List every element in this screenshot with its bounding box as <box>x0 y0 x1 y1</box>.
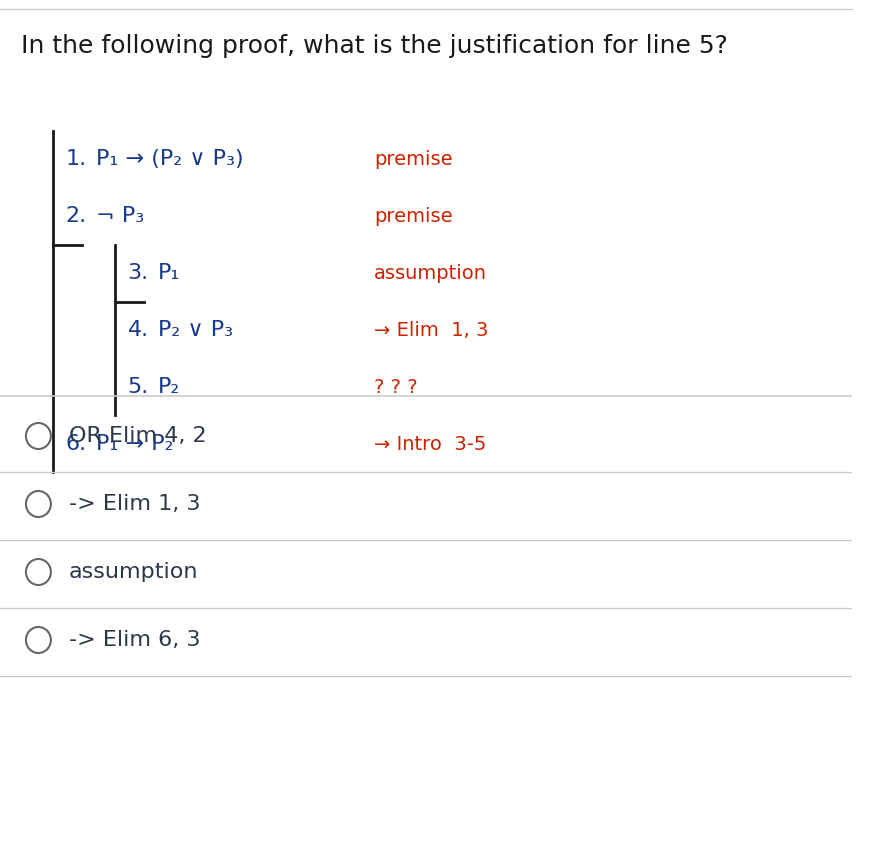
Text: → Elim  1, 3: → Elim 1, 3 <box>375 321 488 339</box>
Text: ? ? ?: ? ? ? <box>375 377 418 397</box>
Text: In the following proof, what is the justification for line 5?: In the following proof, what is the just… <box>21 34 728 58</box>
Text: 6.: 6. <box>65 434 86 454</box>
Text: P₂: P₂ <box>158 377 180 397</box>
Text: -> Elim 6, 3: -> Elim 6, 3 <box>69 630 201 650</box>
Text: P₁ → P₂: P₁ → P₂ <box>96 434 173 454</box>
Text: P₂ ∨ P₃: P₂ ∨ P₃ <box>158 320 234 340</box>
Text: P₁ → (P₂ ∨ P₃): P₁ → (P₂ ∨ P₃) <box>96 149 243 169</box>
Text: 3.: 3. <box>128 263 149 283</box>
Text: 1.: 1. <box>65 149 86 169</box>
Text: -> Elim 1, 3: -> Elim 1, 3 <box>69 494 201 514</box>
Text: ¬ P₃: ¬ P₃ <box>96 206 144 226</box>
Text: 5.: 5. <box>128 377 149 397</box>
Text: premise: premise <box>375 207 453 225</box>
Text: assumption: assumption <box>69 562 199 582</box>
Text: 4.: 4. <box>128 320 149 340</box>
Text: OR Elim 4, 2: OR Elim 4, 2 <box>69 426 207 446</box>
Text: assumption: assumption <box>375 263 488 283</box>
Text: P₁: P₁ <box>158 263 181 283</box>
Text: → Intro  3-5: → Intro 3-5 <box>375 435 487 453</box>
Text: premise: premise <box>375 149 453 169</box>
Text: 2.: 2. <box>65 206 86 226</box>
